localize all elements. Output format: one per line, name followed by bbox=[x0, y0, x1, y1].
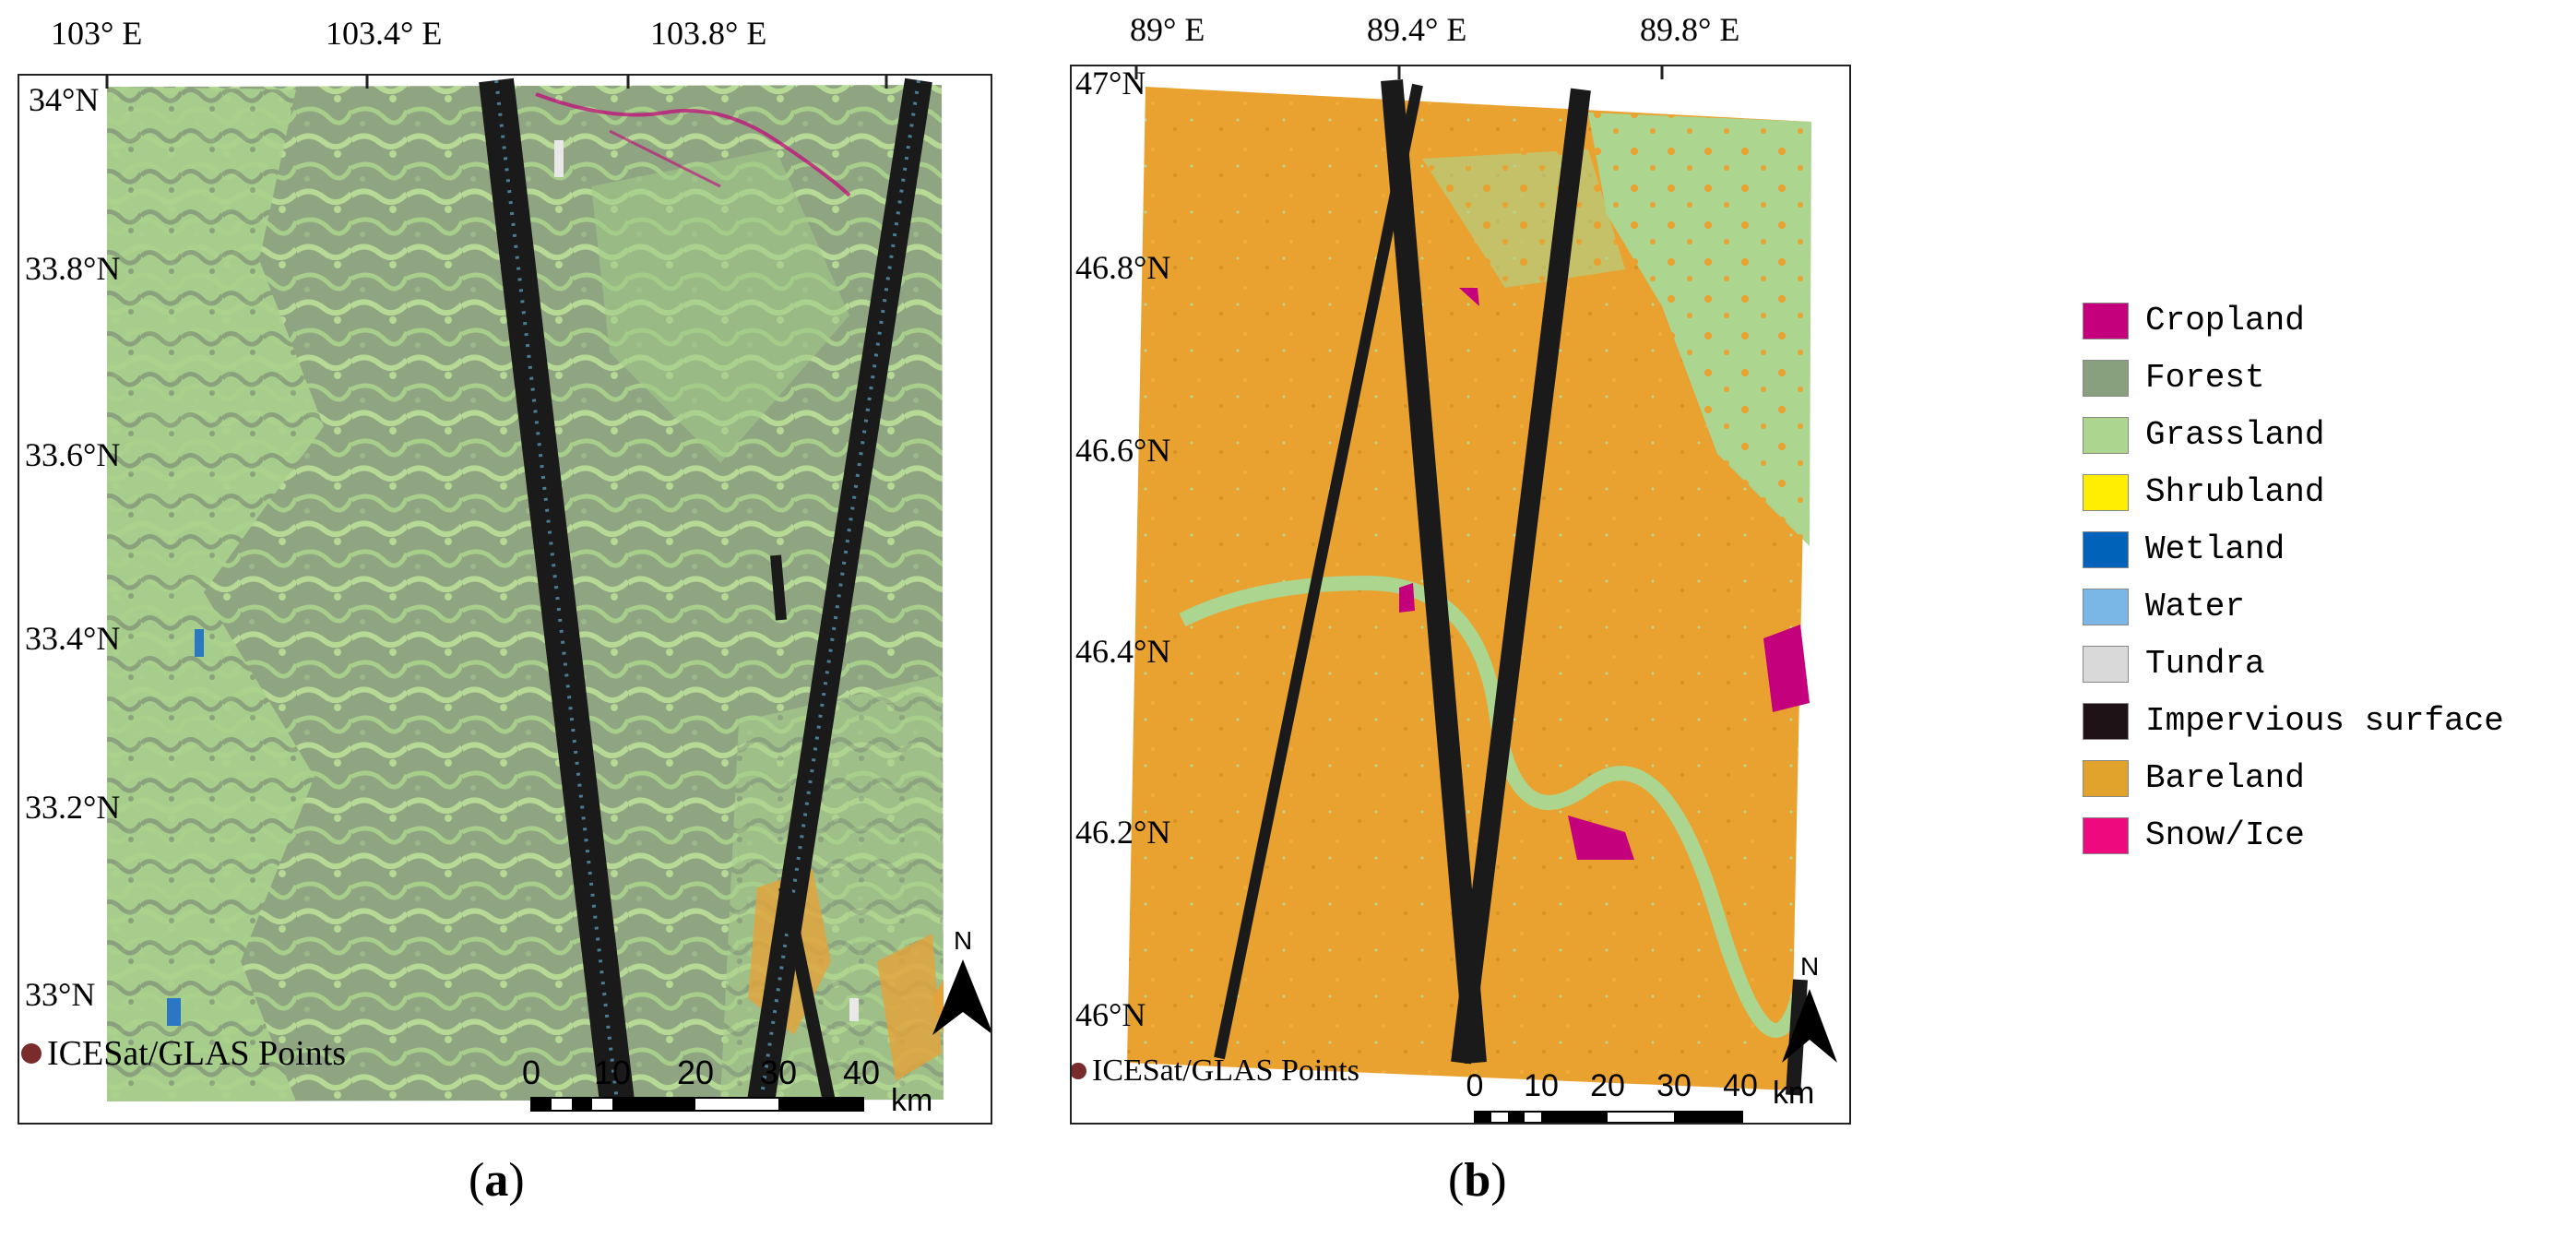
lon-label: 89.8° E bbox=[1640, 11, 1740, 48]
lat-label: 33°N bbox=[25, 976, 96, 1013]
scale-number: 40 bbox=[1723, 1068, 1758, 1103]
lat-label: 33.4°N bbox=[25, 620, 121, 657]
lat-label: 34°N bbox=[29, 81, 100, 118]
scale-numbers: 0 10 20 30 40 bbox=[1072, 1068, 1849, 1105]
lat-label: 46.6°N bbox=[1075, 432, 1171, 469]
lon-label: 89.4° E bbox=[1367, 11, 1467, 48]
legend-item-cropland: Cropland bbox=[2083, 302, 2305, 339]
lon-label: 103° E bbox=[51, 15, 143, 52]
scale-number: 30 bbox=[1656, 1068, 1692, 1103]
points-legend: ICESat/GLAS Points bbox=[21, 1033, 346, 1074]
map-panel-b: 47°N 46.8°N 46.6°N 46.4°N 46.2°N 46°N IC… bbox=[1070, 65, 1851, 1125]
legend-item-wetland: Wetland bbox=[2083, 530, 2285, 568]
points-legend: ICESat/GLAS Points bbox=[1072, 1053, 1359, 1089]
lat-label: 33.8°N bbox=[25, 250, 121, 287]
legend-swatch bbox=[2083, 588, 2129, 625]
scale-number: 0 bbox=[1466, 1068, 1484, 1103]
legend-item-tundra: Tundra bbox=[2083, 645, 2265, 683]
points-dot-icon bbox=[1072, 1063, 1086, 1079]
legend-swatch bbox=[2083, 473, 2129, 511]
legend-swatch bbox=[2083, 645, 2129, 683]
legend-item-forest: Forest bbox=[2083, 359, 2265, 397]
legend-item-impervious-surface: Impervious surface bbox=[2083, 702, 2504, 740]
map-panel-a: 34°N 33.8°N 33.6°N 33.4°N 33.2°N 33°N IC… bbox=[18, 74, 992, 1125]
lat-label: 46.8°N bbox=[1075, 249, 1171, 286]
lon-label: 103.4° E bbox=[326, 15, 443, 52]
legend-item-water: Water bbox=[2083, 588, 2245, 625]
legend-label: Tundra bbox=[2145, 645, 2265, 683]
legend-label: Snow/Ice bbox=[2145, 816, 2305, 854]
legend-label: Water bbox=[2145, 588, 2246, 625]
scale-number: 10 bbox=[1524, 1068, 1559, 1103]
scale-number: 20 bbox=[1590, 1068, 1625, 1103]
legend-swatch bbox=[2083, 416, 2129, 454]
landcover-map-a bbox=[73, 76, 991, 1123]
scale-number: 10 bbox=[593, 1053, 632, 1091]
legend-label: Bareland bbox=[2145, 759, 2305, 797]
legend-label: Grassland bbox=[2145, 416, 2325, 454]
scale-number: 40 bbox=[842, 1053, 881, 1091]
points-label: ICESat/GLAS Points bbox=[47, 1034, 347, 1073]
caption-a: (a) bbox=[469, 1154, 525, 1207]
lon-label: 103.8° E bbox=[650, 15, 767, 52]
legend-label: Forest bbox=[2145, 359, 2265, 397]
scale-unit: km bbox=[1773, 1076, 1815, 1111]
lon-label: 89° E bbox=[1130, 11, 1205, 48]
legend-item-shrubland: Shrubland bbox=[2083, 473, 2324, 511]
scale-number: 30 bbox=[759, 1053, 798, 1091]
legend-label: Shrubland bbox=[2145, 473, 2325, 511]
north-label: N bbox=[1800, 952, 1820, 981]
scale-number: 0 bbox=[521, 1053, 541, 1091]
scale-numbers: 0 10 20 30 40 bbox=[19, 1053, 991, 1091]
legend-swatch bbox=[2083, 302, 2129, 339]
legend-label: Impervious surface bbox=[2145, 702, 2504, 740]
scale-number: 20 bbox=[676, 1053, 715, 1091]
legend-swatch bbox=[2083, 759, 2129, 797]
lat-label: 33.2°N bbox=[25, 789, 121, 826]
legend-item-snow-ice: Snow/Ice bbox=[2083, 816, 2305, 854]
legend-item-grassland: Grassland bbox=[2083, 416, 2324, 454]
legend-swatch bbox=[2083, 530, 2129, 568]
legend-item-bareland: Bareland bbox=[2083, 759, 2305, 797]
scale-unit: km bbox=[891, 1083, 933, 1118]
landcover-map-b bbox=[1127, 66, 1837, 1123]
lat-label: 46°N bbox=[1075, 996, 1146, 1033]
lat-label: 47°N bbox=[1075, 65, 1146, 101]
lat-label: 46.2°N bbox=[1075, 814, 1171, 851]
legend-label: Cropland bbox=[2145, 302, 2305, 339]
legend-swatch bbox=[2083, 702, 2129, 740]
north-label: N bbox=[954, 926, 973, 955]
points-dot-icon bbox=[21, 1043, 42, 1064]
legend-swatch bbox=[2083, 816, 2129, 854]
legend-label: Wetland bbox=[2145, 530, 2285, 568]
legend-swatch bbox=[2083, 359, 2129, 397]
points-label: ICESat/GLAS Points bbox=[1092, 1053, 1359, 1088]
caption-b: (b) bbox=[1448, 1154, 1507, 1207]
lat-label: 33.6°N bbox=[25, 436, 121, 473]
lat-label: 46.4°N bbox=[1075, 633, 1171, 670]
